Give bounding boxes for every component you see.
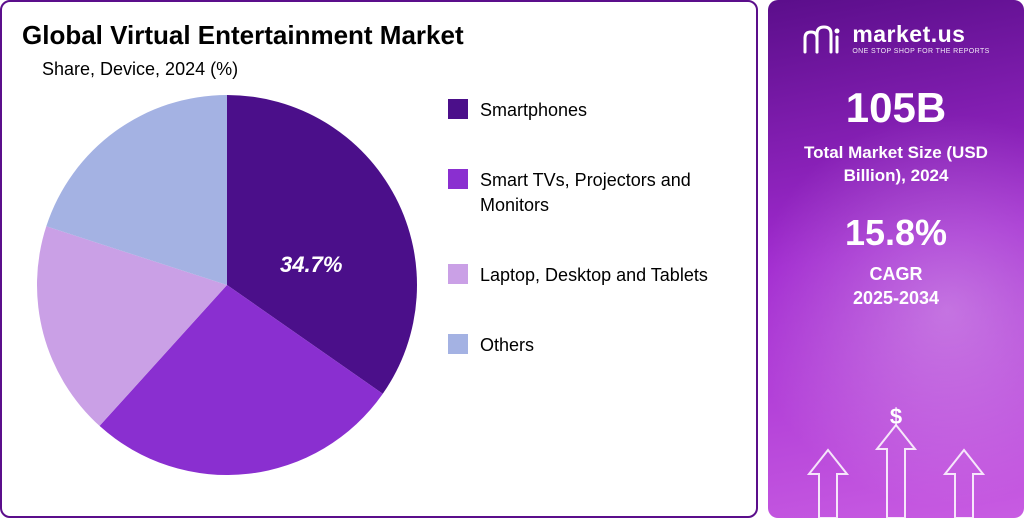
legend-item: Laptop, Desktop and Tablets bbox=[448, 263, 736, 287]
stat-cagr-label: CAGR 2025-2034 bbox=[782, 262, 1010, 311]
pie-chart: 34.7% bbox=[22, 90, 432, 480]
logo-tagline: ONE STOP SHOP FOR THE REPORTS bbox=[852, 48, 989, 55]
stat-cagr-value: 15.8% bbox=[782, 212, 1010, 254]
up-arrow-icon bbox=[941, 448, 987, 518]
legend-swatch bbox=[448, 99, 468, 119]
logo: market.us ONE STOP SHOP FOR THE REPORTS bbox=[782, 22, 1010, 56]
chart-subtitle: Share, Device, 2024 (%) bbox=[42, 59, 736, 80]
logo-text-wrap: market.us ONE STOP SHOP FOR THE REPORTS bbox=[852, 23, 989, 55]
legend-item: Others bbox=[448, 333, 736, 357]
legend-swatch bbox=[448, 264, 468, 284]
legend-label: Smart TVs, Projectors and Monitors bbox=[480, 168, 720, 217]
legend-swatch bbox=[448, 169, 468, 189]
legend: Smartphones Smart TVs, Projectors and Mon… bbox=[432, 90, 736, 480]
legend-label: Others bbox=[480, 333, 534, 357]
stat-market-size: 105B bbox=[782, 84, 1010, 132]
pie-svg bbox=[22, 90, 432, 480]
page-title: Global Virtual Entertainment Market bbox=[22, 20, 736, 51]
pie-center-label: 34.7% bbox=[280, 252, 342, 278]
stats-panel: market.us ONE STOP SHOP FOR THE REPORTS … bbox=[768, 0, 1024, 518]
chart-panel: Global Virtual Entertainment Market Shar… bbox=[0, 0, 758, 518]
market-us-icon bbox=[802, 22, 842, 56]
arrows-graphic bbox=[768, 398, 1024, 518]
logo-text: market.us bbox=[852, 23, 989, 46]
up-arrow-icon bbox=[873, 423, 919, 518]
stat-market-size-desc: Total Market Size (USD Billion), 2024 bbox=[782, 142, 1010, 188]
cagr-label-line1: CAGR bbox=[870, 264, 923, 284]
up-arrow-icon bbox=[805, 448, 851, 518]
legend-label: Smartphones bbox=[480, 98, 587, 122]
legend-swatch bbox=[448, 334, 468, 354]
legend-item: Smartphones bbox=[448, 98, 736, 122]
chart-area: 34.7% Smartphones Smart TVs, Projectors a… bbox=[22, 90, 736, 480]
legend-item: Smart TVs, Projectors and Monitors bbox=[448, 168, 736, 217]
legend-label: Laptop, Desktop and Tablets bbox=[480, 263, 708, 287]
cagr-label-line2: 2025-2034 bbox=[853, 288, 939, 308]
